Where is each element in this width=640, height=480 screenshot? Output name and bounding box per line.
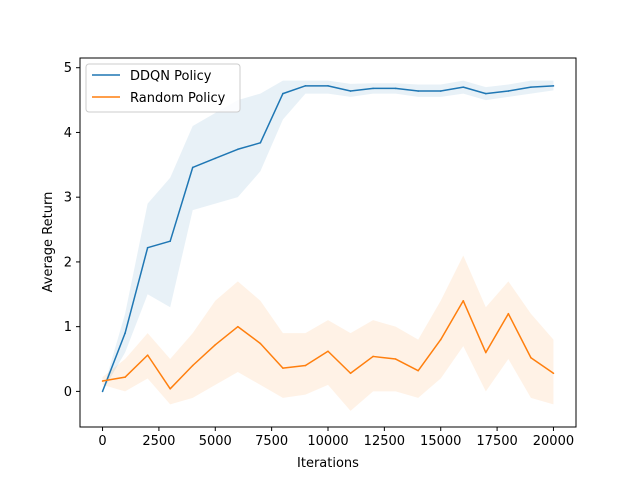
y-tick-label: 1 (64, 320, 72, 335)
ddqn-policy-point (349, 90, 352, 92)
ddqn-policy-point (507, 90, 510, 92)
y-tick-label: 2 (64, 255, 72, 270)
x-tick-label: 17500 (476, 434, 517, 449)
ddqn-policy-point (146, 246, 149, 249)
x-tick-label: 10000 (307, 434, 348, 449)
ddqn-policy-point (327, 85, 329, 87)
y-tick-label: 0 (64, 385, 72, 400)
ddqn-policy-point (439, 90, 442, 92)
x-tick-label: 0 (98, 434, 106, 449)
random-policy-confidence-band (102, 255, 554, 411)
random-policy-point (417, 369, 419, 372)
ddqn-policy-point (394, 87, 397, 90)
ddqn-policy-point (191, 166, 194, 169)
y-tick-label: 4 (64, 126, 72, 141)
random-policy-point (259, 342, 262, 345)
ddqn-policy-point (259, 142, 262, 144)
x-tick-label: 2500 (142, 434, 175, 449)
random-policy-point (439, 338, 442, 341)
random-policy-point (146, 354, 149, 356)
ddqn-policy-point (101, 390, 104, 393)
ddqn-policy-point (169, 240, 171, 243)
random-policy-point (237, 325, 239, 328)
ddqn-policy-point (124, 332, 126, 334)
random-policy-point (507, 312, 510, 315)
x-tick-label: 12500 (364, 434, 405, 449)
random-policy-point (169, 388, 171, 390)
random-policy-point (372, 355, 374, 358)
random-policy-point (101, 380, 104, 382)
random-policy-point (282, 367, 284, 369)
ddqn-policy-point (214, 157, 217, 160)
random-policy-point (214, 343, 217, 346)
legend: DDQN Policy Random Policy (85, 63, 241, 113)
ddqn-policy-point (530, 86, 532, 88)
random-policy-point (304, 364, 307, 367)
ddqn-policy-point (304, 85, 307, 87)
y-axis-label: Average Return (41, 192, 56, 293)
random-policy-point (349, 372, 352, 375)
x-axis-ticks: 0 2500 5000 7500 10000 12500 15000 17500 20000 (98, 427, 574, 449)
random-policy-point (394, 358, 397, 360)
random-policy-point (124, 376, 126, 378)
ddqn-policy-point (462, 86, 465, 88)
x-tick-label: 7500 (255, 434, 288, 449)
random-policy-point (530, 356, 532, 359)
legend-label-random: Random Policy (130, 91, 226, 106)
random-policy-point (552, 372, 555, 375)
random-policy-point (327, 350, 329, 353)
legend-label-ddqn: DDQN Policy (130, 69, 212, 84)
x-tick-label: 15000 (420, 434, 461, 449)
y-tick-label: 5 (64, 61, 72, 76)
random-policy-point (462, 299, 465, 302)
series-lines (101, 85, 555, 393)
ddqn-policy-point (282, 92, 284, 95)
y-tick-label: 3 (64, 191, 72, 206)
ddqn-policy-point (417, 90, 419, 92)
legend-box (85, 63, 241, 113)
random-policy-point (485, 351, 487, 354)
ddqn-policy-point (552, 85, 555, 87)
x-tick-label: 5000 (199, 434, 232, 449)
y-axis-ticks: 0 1 2 3 4 5 (64, 61, 80, 400)
ddqn-policy-point (237, 148, 239, 151)
x-axis-label: Iterations (297, 456, 359, 471)
ddqn-policy-point (485, 92, 487, 95)
random-policy-point (191, 364, 194, 367)
ddqn-policy-point (372, 87, 374, 90)
x-tick-label: 20000 (533, 434, 574, 449)
